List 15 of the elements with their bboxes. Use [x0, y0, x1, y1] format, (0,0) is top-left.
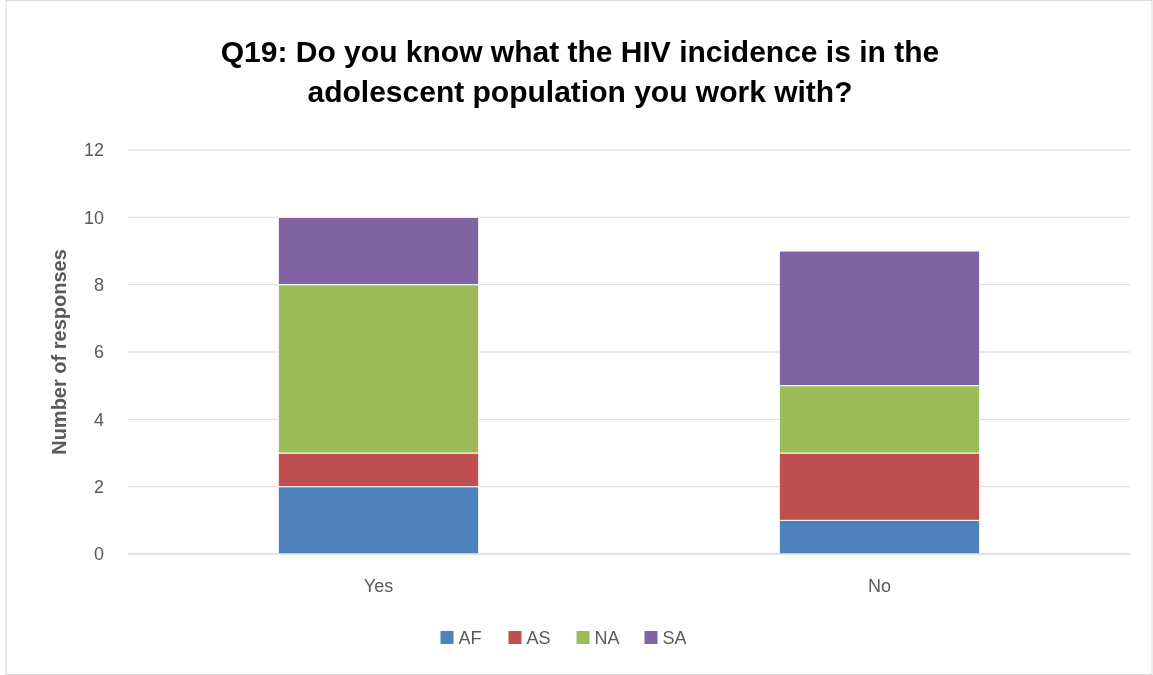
legend-label: AS — [526, 628, 551, 649]
y-tick-label: 2 — [93, 476, 104, 497]
y-axis-title: Number of responses — [48, 249, 70, 455]
x-tick-label: No — [867, 576, 892, 596]
y-tick-label: 0 — [93, 544, 104, 565]
chart-title: Q19: Do you know what the HIV incidence is in the adolescent population you work with? — [220, 35, 940, 108]
y-tick-label: 6 — [93, 342, 104, 363]
y-tick-label: 8 — [93, 274, 104, 295]
x-tick-label: Yes — [363, 576, 394, 596]
y-tick-label: 12 — [83, 140, 104, 161]
y-tick-label: 10 — [83, 207, 104, 228]
legend-label: AF — [458, 628, 482, 649]
legend-label: NA — [594, 628, 620, 649]
legend-label: SA — [662, 628, 687, 649]
y-tick-label: 4 — [93, 409, 104, 430]
